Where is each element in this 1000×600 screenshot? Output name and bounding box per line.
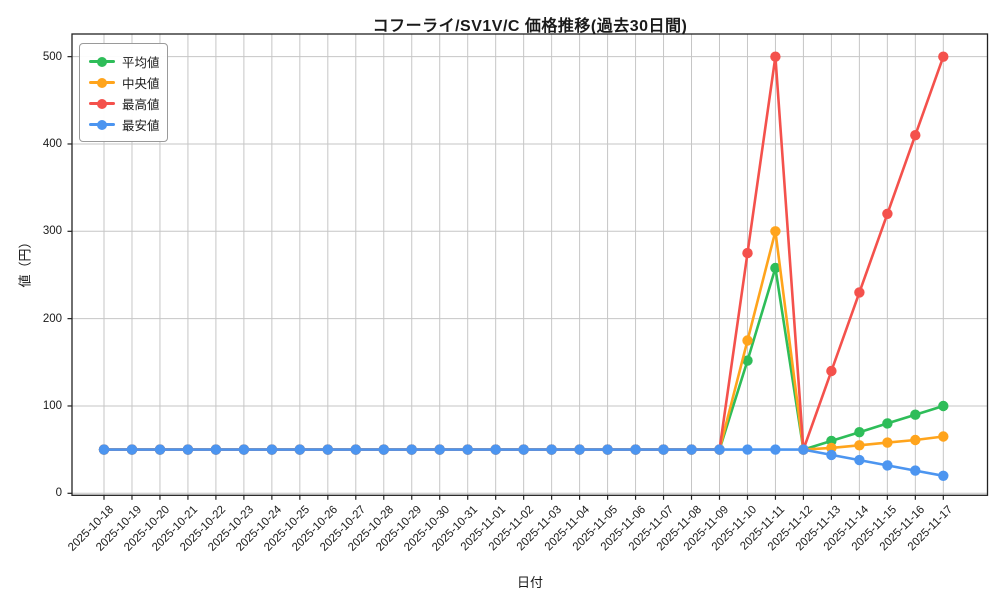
series-marker-min [602, 444, 613, 455]
series-marker-min [770, 444, 781, 455]
legend-label-max: 最高値 [122, 98, 160, 112]
legend-dot-average [97, 56, 107, 67]
series-marker-max [770, 51, 781, 62]
legend-item-average: 平均値 [89, 51, 160, 72]
legend-label-average: 平均値 [122, 56, 160, 70]
y-tick-label: 200 [42, 312, 62, 325]
chart-title: コフーライ/SV1V/C 価格推移(過去30日間) [372, 18, 688, 35]
series-marker-min [294, 444, 305, 455]
series-marker-min [686, 444, 697, 455]
series-marker-min [238, 444, 250, 455]
legend-marker-average [89, 56, 115, 67]
series-marker-min [742, 444, 753, 455]
legend-dot-min [97, 119, 107, 130]
series-marker-average [938, 400, 949, 412]
series-marker-average [910, 409, 921, 420]
y-tick-label: 0 [55, 487, 62, 500]
series-marker-min [826, 449, 837, 461]
legend-item-min: 最安値 [89, 114, 160, 135]
series-marker-min [266, 444, 278, 455]
series-marker-min [574, 444, 585, 455]
series-marker-median [742, 335, 753, 346]
series-marker-max [882, 208, 893, 219]
series-marker-min [518, 444, 529, 455]
legend-label-min: 最安値 [122, 119, 160, 133]
series-marker-min [154, 444, 166, 455]
series-marker-max [938, 51, 949, 62]
legend-dot-median [97, 77, 107, 88]
series-marker-min [350, 444, 361, 455]
x-axis-label: 日付 [516, 575, 543, 590]
series-marker-max [910, 130, 921, 141]
legend-dot-max [97, 98, 107, 109]
y-tick-label: 500 [42, 50, 62, 63]
series-marker-min [658, 444, 669, 455]
legend-marker-max [89, 98, 115, 109]
y-tick-label: 100 [42, 399, 62, 412]
series-marker-min [98, 444, 110, 455]
legend-item-median: 中央値 [89, 72, 160, 93]
legend-label-median: 中央値 [122, 77, 160, 91]
y-tick-label: 400 [42, 137, 62, 150]
series-marker-average [770, 262, 781, 274]
series-marker-max [826, 365, 837, 377]
series-marker-average [882, 418, 893, 429]
series-marker-min [714, 444, 725, 455]
series-marker-average [742, 355, 753, 366]
series-marker-min [378, 444, 389, 455]
series-marker-min [490, 444, 501, 455]
series-marker-min [854, 454, 865, 466]
series-marker-min [126, 444, 138, 455]
axes-frame [71, 33, 989, 496]
legend-marker-median [89, 77, 115, 88]
series-marker-max [742, 247, 753, 259]
series-marker-min [462, 444, 473, 455]
series-marker-min [798, 444, 809, 455]
series-marker-min [546, 444, 557, 455]
series-marker-min [182, 444, 194, 455]
series-marker-min [938, 470, 949, 481]
series-marker-min [406, 444, 417, 455]
legend-item-max: 最高値 [89, 93, 160, 114]
series-marker-median [770, 226, 781, 237]
series-marker-median [938, 431, 949, 442]
series-marker-max [854, 287, 865, 298]
series-marker-min [322, 444, 333, 455]
series-marker-min [910, 465, 921, 476]
legend: 平均値 中央値 最高値 最安値 [79, 43, 168, 142]
series-marker-min [434, 444, 445, 455]
series-marker-min [210, 444, 222, 455]
series-marker-median [882, 437, 893, 448]
y-tick-label: 300 [42, 225, 62, 238]
legend-marker-min [89, 119, 115, 130]
series-marker-average [854, 427, 865, 438]
series-marker-min [630, 444, 641, 455]
series-marker-median [910, 434, 921, 446]
series-marker-median [854, 440, 865, 451]
series-marker-min [882, 460, 893, 471]
